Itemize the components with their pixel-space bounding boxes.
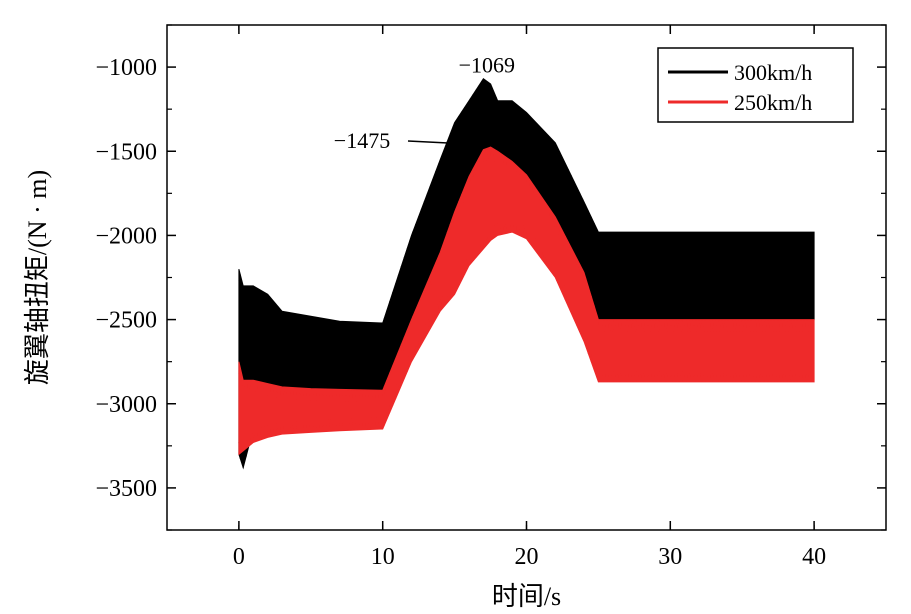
x-tick-label: 40 [802,544,826,570]
annotation-peak-300: −1069 [459,53,515,78]
y-tick-label: −2500 [95,308,157,334]
series-1 [238,146,815,456]
axes-layer: 0 10 20 30 40 −1000 −1500 −2000 −2500 −3000 −3500 时… [23,24,887,611]
annotation-pointer [407,140,469,145]
x-tick-label: 0 [233,544,245,570]
x-axis-title: 时间/s [492,582,561,611]
y-tick-label: −3000 [95,392,157,418]
legend-box [657,47,854,123]
x-tick-label: 10 [371,544,395,570]
legend-label-0: 300km/h [734,60,812,85]
y-tick-label: −1000 [95,55,157,81]
y-tick-label: −2000 [95,223,157,249]
series-layer [238,77,815,470]
legend: 300km/h 250km/h [657,47,854,123]
annotation-peak-250: −1475 [334,128,390,153]
y-axis-title: 旋翼轴扭矩/(N · m) [23,170,52,385]
y-tick-label: −1500 [95,139,157,165]
series-edge-upper [238,146,814,403]
x-tick-label: 30 [658,544,682,570]
annotations: −1069 −1475 [334,53,515,153]
series-edge-lower [238,220,814,454]
series-band [238,146,815,456]
x-tick-label: 20 [515,544,539,570]
legend-label-1: 250km/h [734,90,812,115]
y-tick-label: −3500 [95,476,157,502]
series-edge-upper [238,79,814,336]
